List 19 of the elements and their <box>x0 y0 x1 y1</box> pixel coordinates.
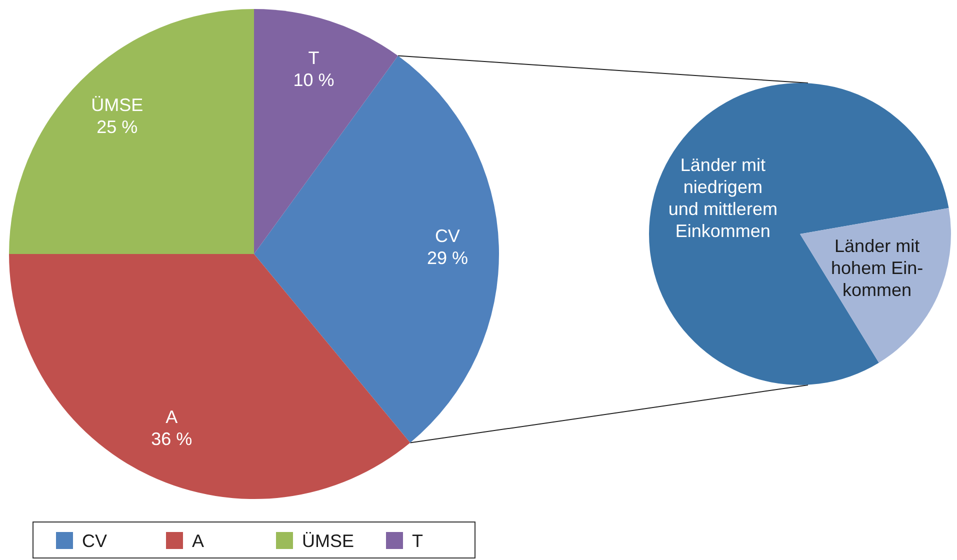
slice-label: CV <box>434 226 460 246</box>
pie-slice <box>254 9 398 254</box>
legend-label: T <box>412 531 423 551</box>
data-label: 36 % <box>151 428 192 449</box>
data-label: 29 % <box>426 248 468 268</box>
legend-label: CV <box>82 531 108 551</box>
data-label: 25 % <box>96 116 138 137</box>
pie-slice <box>800 208 951 363</box>
slice-label: T <box>308 48 320 68</box>
slice-label: A <box>166 406 178 427</box>
data-label: 10 % <box>293 70 334 90</box>
pie-slice <box>649 83 949 385</box>
pie-slice <box>9 254 410 499</box>
legend-label: ÜMSE <box>302 531 354 551</box>
slice-label: ÜMSE <box>91 94 144 115</box>
legend-label: A <box>192 531 204 551</box>
pie-slice <box>9 9 254 254</box>
slice-label: Länder mit niedrigem und mittlerem Einkommen <box>668 154 778 241</box>
slice-label: Länder mit hohem Ein- kommen <box>831 236 924 300</box>
